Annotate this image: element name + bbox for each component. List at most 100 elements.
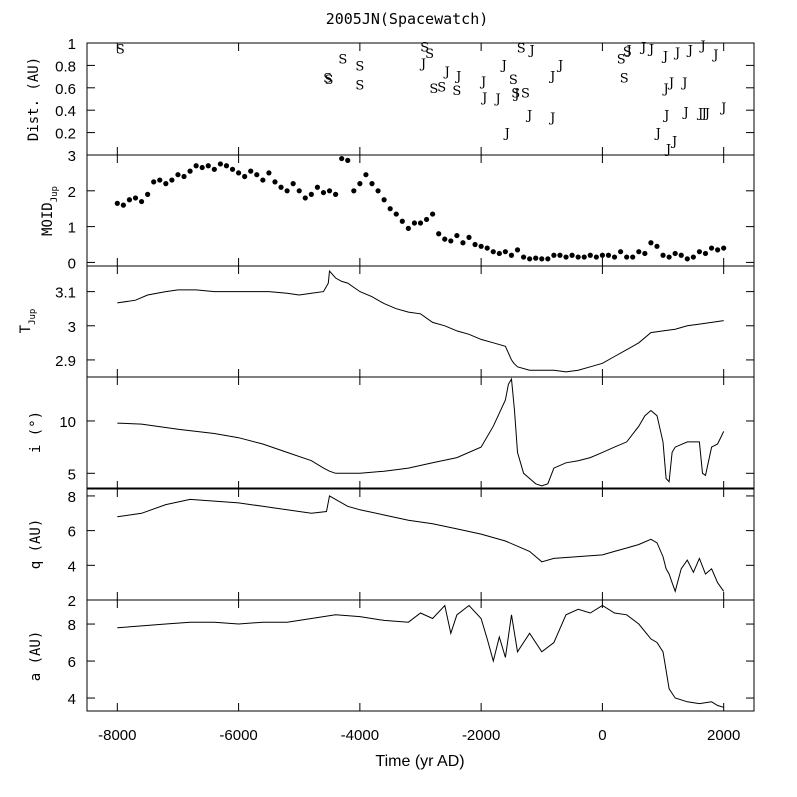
moid-point-76 — [575, 254, 581, 260]
moid-point-85 — [630, 254, 636, 260]
panel-perihelion: 2 4 6 8 q (AU) — [28, 488, 755, 610]
tjup-ylabel-main: T — [18, 324, 34, 333]
moid-point-94 — [684, 256, 690, 262]
moid-point-97 — [702, 250, 709, 257]
moid-point-80 — [599, 252, 606, 258]
moid-point-72 — [551, 252, 557, 258]
moid-point-9 — [169, 177, 175, 183]
dist-ylabel: Dist. (AU) — [26, 57, 42, 141]
tjup-marks — [117, 269, 724, 373]
moid-point-1 — [120, 202, 126, 208]
moid-point-90 — [660, 252, 666, 258]
inc-ylabel: i (°) — [28, 411, 44, 453]
panel-tjup: 2.9 3 3.1 TJup — [18, 265, 755, 378]
moid-point-54 — [442, 236, 448, 242]
moid-point-70 — [539, 256, 545, 262]
moid-marks — [114, 155, 727, 262]
moid-point-41 — [363, 172, 369, 178]
dist-marker-s-16: S — [620, 72, 629, 87]
moid-point-89 — [654, 243, 660, 249]
moid-point-0 — [114, 200, 120, 206]
moid-point-45 — [387, 206, 393, 212]
moid-point-14 — [199, 164, 205, 171]
moid-point-35 — [326, 188, 333, 194]
dist-marker-j-14: J — [624, 44, 631, 59]
dist-marker-j-30: J — [700, 106, 707, 121]
dist-marker-j-23: J — [664, 142, 671, 157]
a-line — [117, 604, 724, 708]
moid-point-77 — [581, 254, 587, 260]
x-axis-ticks: -8000 -6000 -4000 -2000 0 2000 — [98, 727, 740, 744]
moid-point-34 — [320, 189, 327, 196]
moid-point-3 — [132, 195, 139, 201]
moid-point-29 — [290, 181, 296, 187]
moid-point-99 — [715, 247, 721, 253]
moid-point-84 — [624, 254, 630, 260]
x-tick-label-5: 2000 — [707, 727, 740, 744]
dist-marker-j-9: J — [525, 109, 532, 124]
moid-point-13 — [193, 163, 199, 169]
dist-marker-j-19: J — [661, 82, 668, 97]
moid-point-10 — [175, 172, 181, 178]
dist-marker-j-10: J — [527, 44, 534, 59]
dist-marker-j-11: J — [548, 69, 555, 84]
moid-point-7 — [157, 177, 163, 183]
tjup-ticks: 2.9 3 3.1 — [55, 266, 754, 377]
moid-point-74 — [563, 254, 569, 260]
inc-ytick-label-1: 10 — [59, 414, 76, 431]
moid-point-8 — [163, 181, 169, 187]
moid-point-37 — [339, 155, 345, 162]
dist-marker-s-6: S — [420, 40, 429, 55]
dist-marker-j-0: J — [419, 57, 426, 72]
moid-point-50 — [417, 220, 424, 226]
moid-point-22 — [248, 168, 254, 174]
moid-point-66 — [514, 247, 521, 253]
inc-ytick-label-0: 5 — [68, 466, 76, 483]
moid-point-96 — [696, 249, 703, 255]
dist-marker-s-9: S — [437, 81, 446, 96]
tjup-ytick-label-1: 3 — [68, 319, 76, 336]
dist-ytick-label-0: 0.2 — [55, 126, 76, 143]
moid-point-39 — [351, 188, 357, 194]
moid-point-98 — [708, 245, 715, 251]
moid-point-71 — [545, 256, 551, 262]
a-ytick-label-1: 6 — [68, 654, 76, 671]
moid-point-31 — [302, 195, 308, 201]
moid-point-91 — [666, 254, 672, 260]
moid-point-92 — [672, 250, 678, 257]
inc-line — [117, 377, 725, 487]
dist-ytick-label-1: 0.4 — [55, 103, 76, 120]
moid-point-25 — [266, 170, 272, 176]
moid-point-15 — [205, 163, 211, 169]
dist-marker-s-15: S — [617, 53, 626, 68]
tjup-ylabel-sub: Jup — [28, 309, 38, 325]
moid-point-73 — [557, 252, 563, 258]
moid-point-64 — [502, 249, 508, 255]
dist-marker-j-3: J — [479, 75, 486, 90]
a-ytick-label-0: 4 — [68, 691, 76, 708]
inc-marks — [117, 377, 725, 487]
moid-point-26 — [272, 179, 278, 185]
dist-marker-j-5: J — [494, 92, 501, 107]
panel-inclination: 5 10 i (°) — [28, 376, 755, 489]
moid-point-38 — [345, 157, 351, 163]
moid-point-18 — [223, 163, 230, 169]
moid-ylabel-main: MOID — [40, 202, 56, 236]
dist-marker-j-12: J — [556, 58, 563, 73]
dist-marker-s-13: S — [517, 41, 526, 56]
dist-marker-s-12: S — [511, 86, 520, 101]
moid-point-52 — [430, 211, 436, 217]
moid-point-12 — [187, 168, 193, 174]
x-tick-label-1: -6000 — [219, 727, 257, 744]
moid-point-69 — [533, 255, 539, 261]
moid-point-23 — [254, 172, 260, 178]
dist-marker-j-15: J — [639, 40, 646, 55]
dist-marker-s-3: S — [338, 53, 347, 68]
dist-marker-j-32: J — [711, 48, 718, 63]
q-ytick-label-2: 6 — [68, 524, 76, 541]
dist-ytick-label-2: 0.6 — [55, 81, 76, 98]
moid-point-86 — [636, 249, 642, 255]
dist-marker-j-31: J — [703, 106, 710, 121]
